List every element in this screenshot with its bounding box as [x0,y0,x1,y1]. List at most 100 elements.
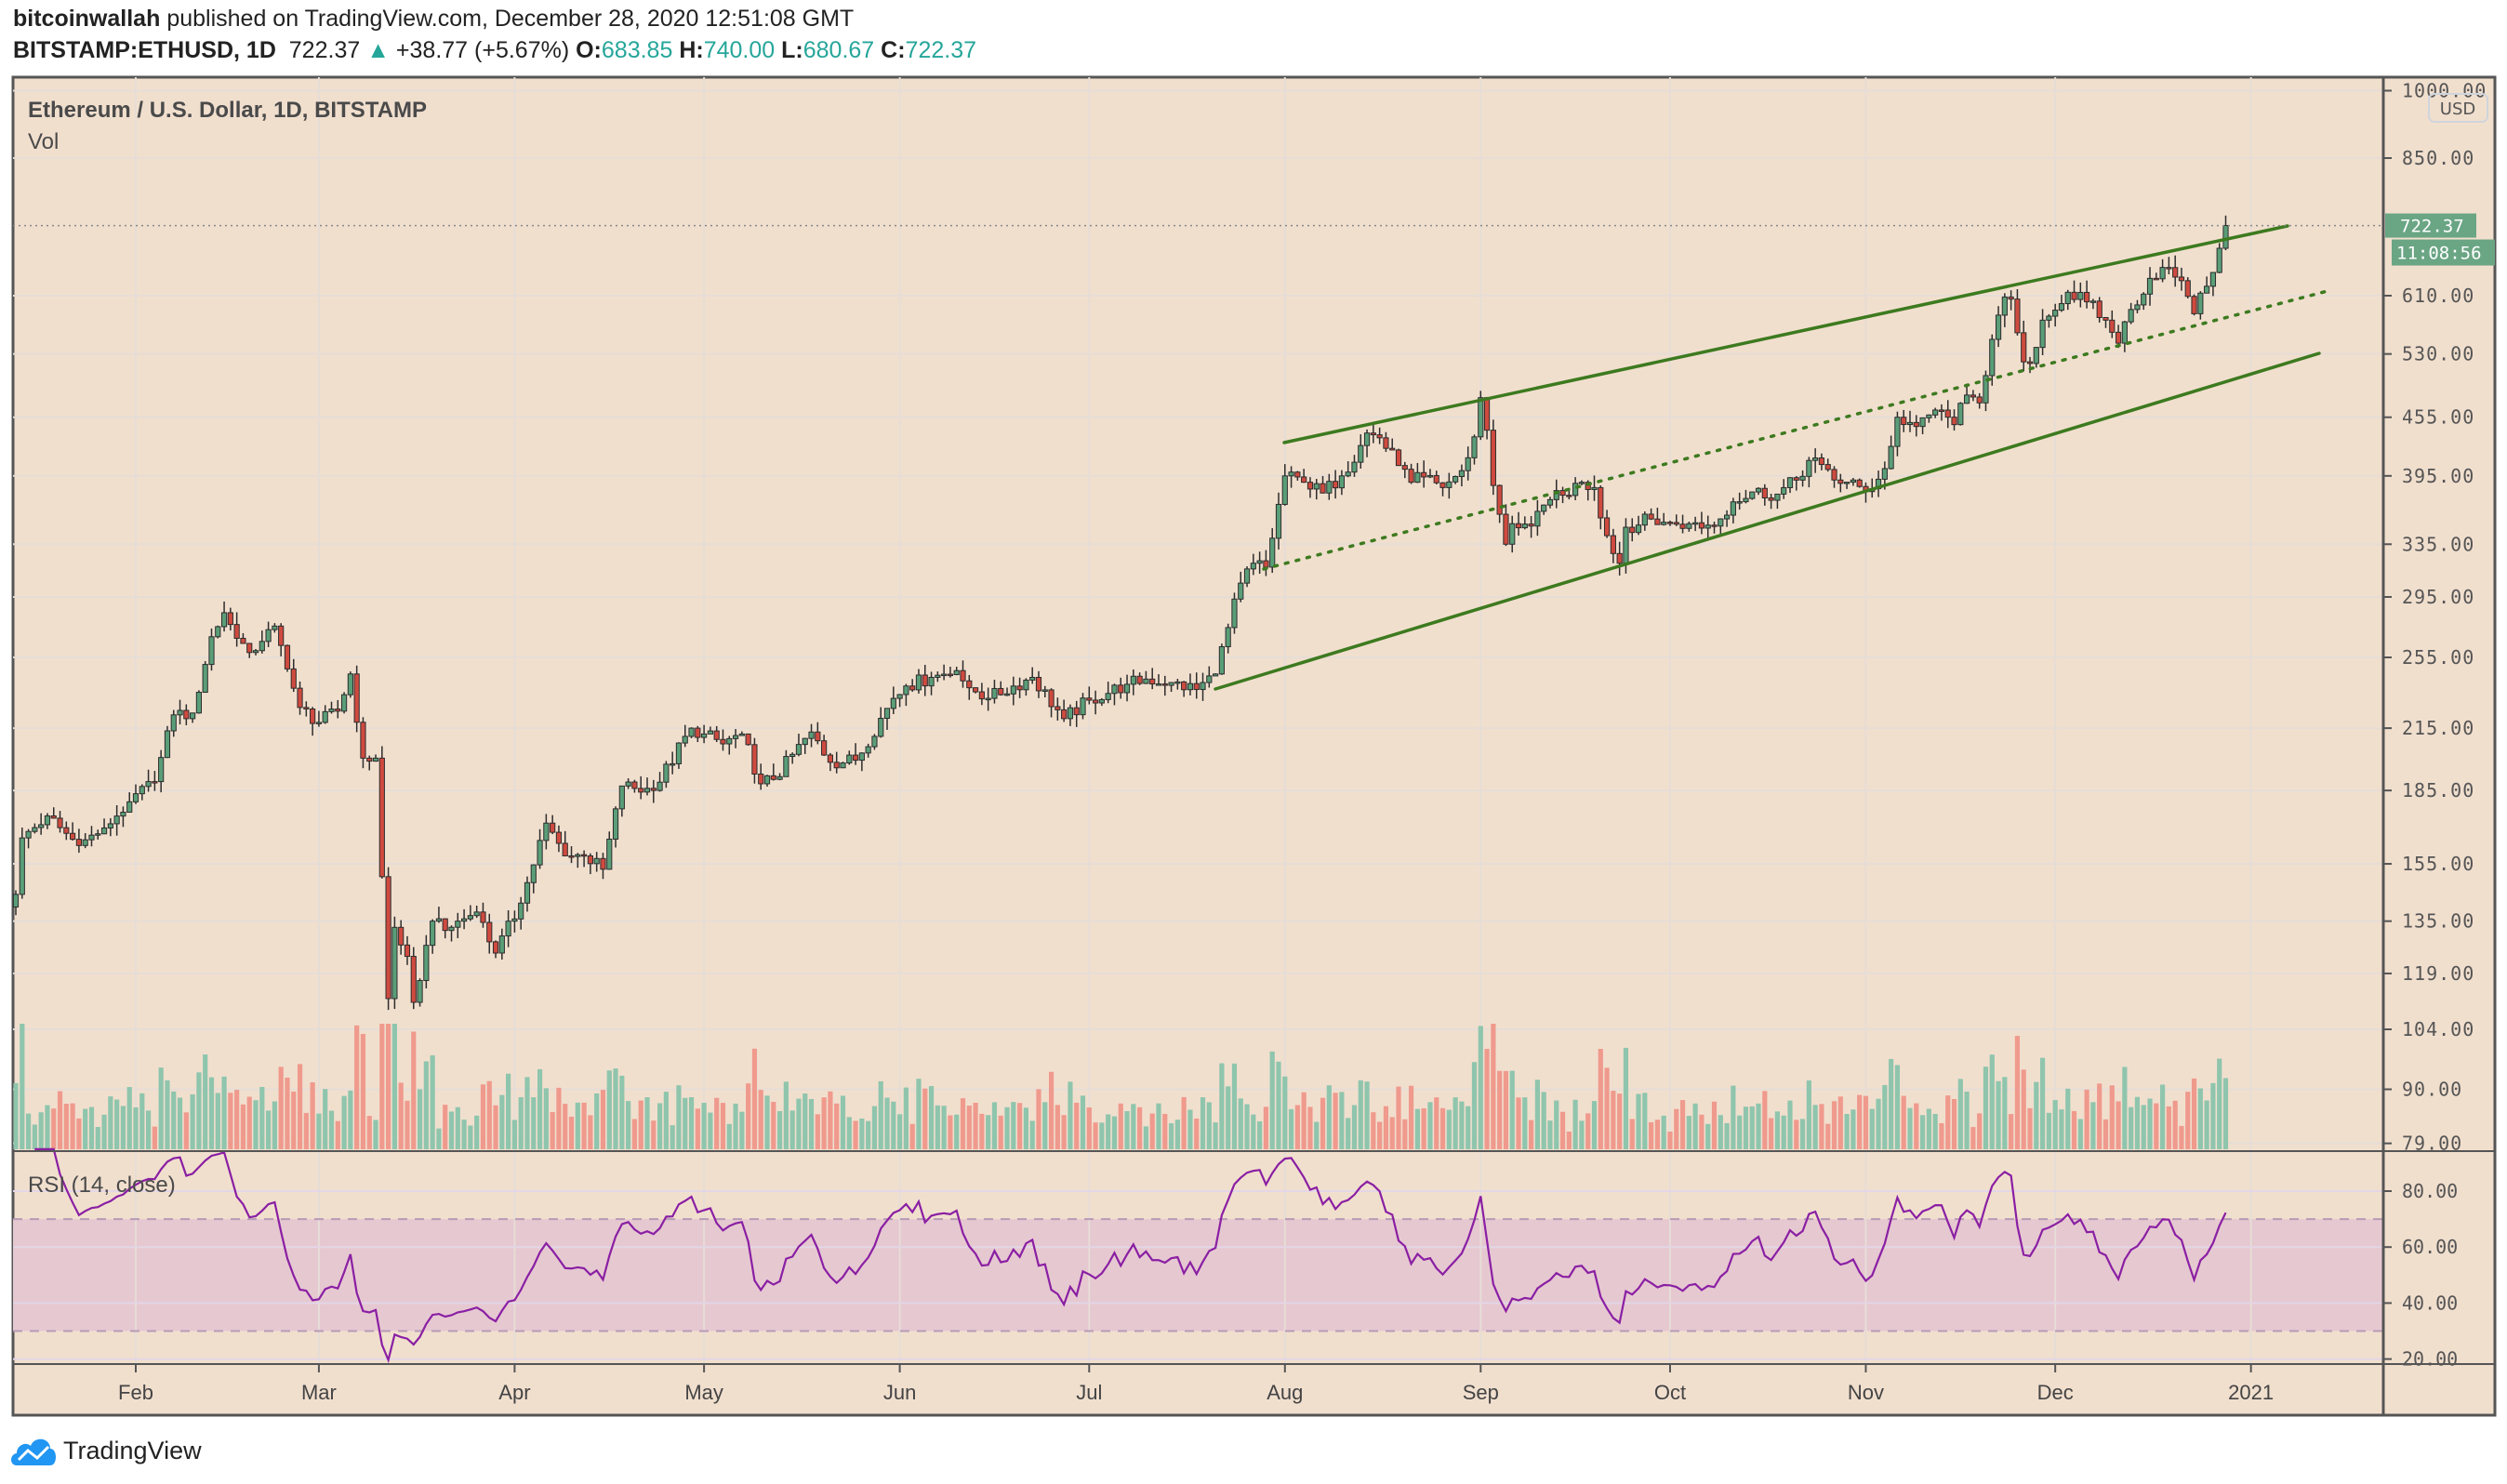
candle [530,864,537,894]
volume-bar [524,1077,530,1149]
candle-body [865,746,871,754]
volume-bar [20,1024,25,1149]
candle-body [978,691,985,700]
candle [1768,494,1774,510]
candle [1452,475,1459,484]
candle-body [1086,697,1093,701]
volume-bar [998,1115,1003,1149]
candle [1944,400,1951,429]
candle-body [1010,685,1016,695]
volume-bar [2034,1081,2039,1149]
volume-bar [1876,1098,1881,1149]
volume-bar [2129,1106,2134,1149]
volume-bar [1061,1115,1067,1149]
candle-body [322,710,328,723]
volume-bar [2141,1105,2146,1149]
candle-body [57,817,63,828]
volume-bar [1124,1110,1130,1149]
candle [1143,670,1149,684]
candle [1856,478,1863,488]
candle-body [852,754,859,762]
candle-body [1799,475,1806,481]
volume-bar [2160,1084,2166,1149]
volume-bar [948,1115,953,1149]
candle-body [88,834,95,841]
currency-button[interactable] [2428,93,2488,123]
channel-lower-trendline[interactable] [1214,351,2321,691]
candle-body [1686,523,1692,529]
volume-bar [871,1106,878,1149]
x-tick-label: Nov [1848,1381,1884,1404]
candle-body [833,762,840,769]
candle-body [1351,461,1358,473]
candle [1749,491,1756,500]
volume-bar [960,1098,966,1149]
candle-body [890,697,896,709]
channel-midline[interactable] [1262,289,2329,571]
currency-label: USD [2440,99,2475,119]
candle [643,777,651,796]
candle [505,909,511,947]
brand-name: TradingView [63,1436,202,1464]
candle-body [612,808,619,840]
volume-bar [83,1108,88,1149]
volume-bar [1509,1070,1515,1149]
candle [1888,435,1894,470]
candle-body [998,687,1004,696]
rsi-tick-label: 20.00 [2402,1348,2458,1371]
candle [1932,407,1939,418]
volume-bar [455,1106,460,1149]
volume-bar [1194,1118,1200,1149]
volume-bar [1137,1106,1143,1149]
candle [543,814,550,850]
candle [858,752,865,772]
rsi-legend: RSI (14, close) [28,1173,176,1198]
candle [435,907,443,923]
candle [720,729,726,751]
volume-bar [398,1082,404,1149]
candle-body [1200,682,1206,691]
candle [1730,497,1736,523]
volume-bar [1591,1101,1598,1149]
candle [960,660,966,688]
candle-body [272,625,278,630]
tradingview-logo[interactable]: TradingView [9,1434,202,1467]
candle-body [145,781,152,788]
candle [2121,321,2128,352]
volume-bar [1226,1086,1231,1149]
candle [1055,697,1061,721]
candle [360,717,366,769]
volume-bar [2197,1088,2203,1149]
volume-bar [1889,1058,1894,1149]
volume-bar [1623,1047,1629,1149]
candle-body [701,733,708,738]
candle [1970,390,1977,402]
volume-bar [2147,1098,2153,1149]
channel-upper-trendline[interactable] [1282,224,2289,444]
candle [2008,290,2014,311]
low-label: L: [781,37,803,63]
price-change: +38.77 (+5.67%) [395,37,570,63]
tradingview-cloud-icon [11,1438,56,1465]
candle-body [846,754,853,764]
volume-bar [796,1098,802,1149]
candle [303,701,310,717]
volume-bar [13,1082,19,1149]
candle-body [1092,699,1099,704]
volume-bar [1996,1080,2001,1149]
volume-bar [954,1114,960,1149]
candle [498,928,505,960]
candle-body [1105,693,1111,700]
volume-bar [1654,1120,1660,1149]
candle-body [1623,526,1629,564]
volume-bar [1977,1113,1983,1149]
candle [1831,466,1837,488]
candle-body [947,673,954,677]
candle-body [284,644,291,669]
volume-bar [208,1077,215,1149]
candle [227,607,233,631]
candle [2184,277,2191,298]
y-tick-label: 255.00 [2402,646,2474,669]
candle [663,761,670,788]
